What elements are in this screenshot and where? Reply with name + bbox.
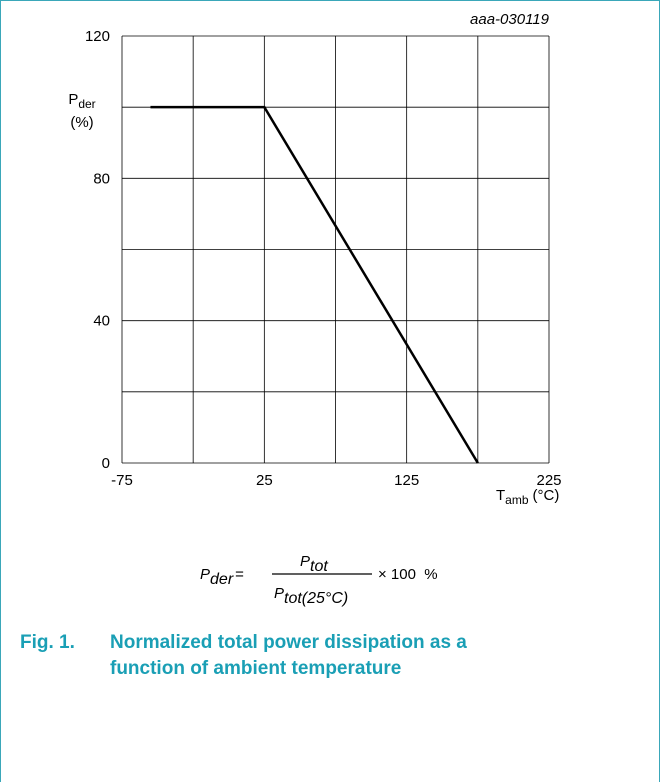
y-label-unit: (%) xyxy=(70,114,93,131)
f-den-sub: tot(25°C) xyxy=(284,590,348,607)
formula-lhs: Pder = xyxy=(200,566,244,588)
formula-num: Ptot xyxy=(300,553,328,575)
f-lhs-sub: der xyxy=(210,571,234,588)
f-rhs: × 100 % xyxy=(378,566,438,583)
caption-line: Normalized total power dissipation as a xyxy=(110,632,467,653)
formula: Pder = Ptot Ptot(25°C) × 100 % xyxy=(200,553,438,607)
x-label-unit: (°C) xyxy=(533,487,560,504)
f-num-sub: tot xyxy=(310,558,328,575)
formula-den: Ptot(25°C) xyxy=(274,585,348,607)
y-tick-label: 0 xyxy=(102,455,110,472)
y-tick-label: 40 xyxy=(93,313,110,330)
data-line xyxy=(150,105,479,464)
caption-line: function of ambient temperature xyxy=(110,658,401,679)
x-tick-label: -75 xyxy=(111,472,133,489)
x-label-sub: amb xyxy=(505,493,529,507)
y-label-sub: der xyxy=(78,97,95,111)
f-lhs: P xyxy=(200,566,210,583)
x-tick-label: 125 xyxy=(394,472,419,489)
x-axis-label: Tamb (°C) xyxy=(496,487,559,507)
x-tick-label: 225 xyxy=(536,472,561,489)
f-eq: = xyxy=(235,566,244,583)
y-tick-label: 80 xyxy=(93,170,110,187)
figure-code: aaa-030119 xyxy=(470,11,550,28)
y-tick-label: 120 xyxy=(85,28,110,45)
y-label-main: P xyxy=(68,91,78,108)
caption-label: Fig. 1. xyxy=(20,632,75,653)
f-den: P xyxy=(274,585,284,602)
f-num: P xyxy=(300,553,310,570)
x-label-main: T xyxy=(496,487,505,504)
y-axis-label: Pder xyxy=(68,91,95,111)
x-tick-label: 25 xyxy=(256,472,273,489)
